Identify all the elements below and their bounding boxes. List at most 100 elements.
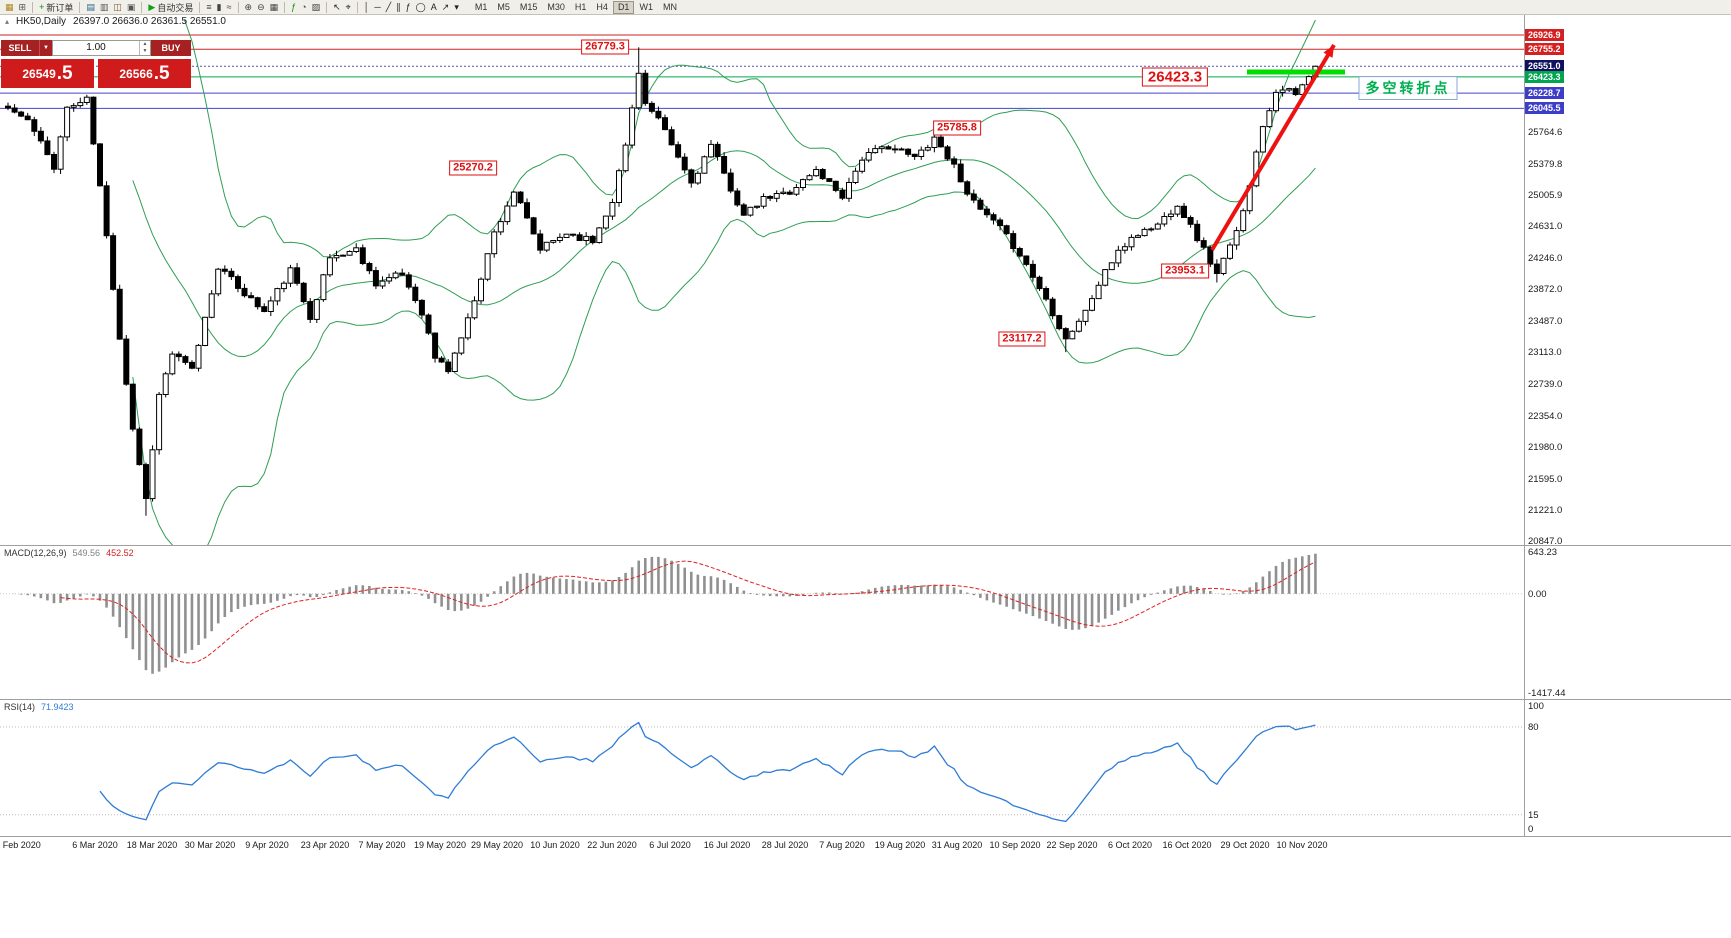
macd-axis-label: 643.23 (1528, 547, 1558, 558)
toolbar-separator (141, 1, 143, 13)
time-axis-label: 18 Mar 2020 (126, 840, 178, 850)
new-order-button[interactable]: + 新订单 (37, 1, 75, 14)
new-chart-icon[interactable]: ⊞ (17, 1, 29, 14)
timeframe-h4[interactable]: H4 (596, 2, 608, 12)
time-axis-label: 10 Nov 2020 (1276, 840, 1328, 850)
sell-button[interactable]: SELL (1, 40, 39, 56)
panel-separator[interactable] (0, 699, 1731, 700)
toolbar-separator (199, 1, 201, 13)
terminal-icon[interactable]: ▣ (125, 1, 138, 14)
vertical-line-icon-glyph: │ (363, 1, 370, 12)
periods-icon[interactable]: ◔ (299, 1, 308, 14)
text-icon[interactable]: A (429, 1, 439, 14)
time-axis-label: 16 Jul 2020 (703, 840, 751, 850)
main-price-chart[interactable] (0, 20, 1524, 545)
time-axis-label: 6 Mar 2020 (72, 840, 118, 850)
price-annotation[interactable]: 26779.3 (581, 39, 629, 55)
price-axis-border (1524, 15, 1525, 836)
buy-price-button[interactable]: 26566 .5 (98, 59, 191, 88)
time-axis-label: 19 Aug 2020 (874, 840, 926, 850)
arrow-tools-icon[interactable]: ↗ (440, 1, 452, 14)
chart-title: ▴ HK50,Daily 26397.0 26636.0 26361.5 265… (5, 16, 226, 27)
rsi-name: RSI(14) (4, 702, 36, 712)
trendline-icon[interactable]: ╱ (384, 1, 393, 14)
templates-icon[interactable]: ▨ (310, 1, 323, 14)
bar-chart-icon-glyph: ≡ (206, 1, 212, 12)
cursor-icon-glyph: ↖ (333, 1, 341, 12)
bar-chart-icon[interactable]: ≡ (204, 1, 213, 14)
templates-icon-glyph: ▨ (311, 1, 321, 12)
rsi-axis-label: 15 (1528, 810, 1539, 821)
time-axis-separator (0, 836, 1731, 837)
price-annotation[interactable]: 23117.2 (998, 331, 1046, 347)
price-axis-label: 25005.9 (1528, 190, 1563, 201)
timeframe-m5[interactable]: M5 (497, 2, 510, 12)
data-window-icon[interactable]: ▥ (98, 1, 111, 14)
price-axis-label: 25379.8 (1528, 159, 1563, 170)
market-watch-icon[interactable]: ▤ (84, 1, 97, 14)
toolbar-separator (284, 1, 286, 13)
fibonacci-icon[interactable]: ƒ (404, 1, 413, 14)
time-axis-label: 23 Apr 2020 (300, 840, 350, 850)
horizontal-line-icon[interactable]: ─ (372, 1, 382, 14)
auto-trading-button[interactable]: ▶ 自动交易 (146, 1, 195, 14)
buy-button[interactable]: BUY (151, 40, 191, 56)
chart-symbol-icon: ▴ (5, 17, 10, 26)
timeframe-m30[interactable]: M30 (547, 2, 565, 12)
timeframe-w1[interactable]: W1 (639, 2, 653, 12)
volume-step-down-icon[interactable]: ▼ (142, 48, 148, 54)
fibonacci-icon-glyph: ƒ (405, 1, 411, 12)
volume-step-up-icon[interactable]: ▲ (142, 41, 148, 47)
price-axis-label: 25764.6 (1528, 127, 1563, 138)
time-axis-label: 22 Sep 2020 (1046, 840, 1098, 850)
turning-point-label[interactable]: 多空转折点 (1358, 76, 1458, 100)
sell-dropdown-icon[interactable]: ▼ (39, 40, 52, 56)
buy-price-main: 26566 (119, 66, 153, 81)
price-axis-label: 24631.0 (1528, 221, 1563, 232)
timeframe-mn[interactable]: MN (662, 2, 677, 12)
line-chart-icon[interactable]: ≈ (225, 1, 234, 14)
price-annotation[interactable]: 26423.3 (1141, 67, 1209, 87)
price-annotation[interactable]: 25270.2 (449, 160, 497, 176)
chart-symbol-period: HK50,Daily (16, 16, 67, 27)
cursor-icon[interactable]: ↖ (331, 1, 343, 14)
price-annotation[interactable]: 25785.8 (933, 120, 981, 136)
timeframe-h1[interactable]: H1 (574, 2, 587, 12)
indicators-icon-glyph: ƒ (291, 1, 297, 12)
crosshair-icon[interactable]: ⌖ (344, 1, 353, 14)
sell-price-main: 26549 (22, 66, 56, 81)
time-axis-label: 10 Sep 2020 (989, 840, 1041, 850)
vertical-line-icon[interactable]: │ (362, 1, 372, 14)
trade-price-row: 26549 .5 26566 .5 (1, 59, 191, 88)
panel-separator[interactable] (0, 545, 1731, 546)
timeframe-m15[interactable]: M15 (519, 2, 538, 12)
volume-field[interactable]: 1.00 ▲ ▼ (52, 40, 151, 56)
volume-value[interactable]: 1.00 (86, 42, 106, 53)
price-axis-label: 22354.0 (1528, 411, 1563, 422)
timeframe-m1[interactable]: M1 (474, 2, 488, 12)
time-axis-label: 7 Aug 2020 (819, 840, 865, 850)
tile-windows-icon[interactable]: ▦ (268, 1, 281, 14)
zoom-in-icon-glyph: ⊕ (244, 1, 253, 12)
new-order-button-glyph: + (39, 1, 45, 12)
candlestick-chart-icon[interactable]: ▮ (215, 1, 224, 14)
time-axis-label: 6 Feb 2020 (0, 840, 41, 850)
charts-icon[interactable]: ▦ (3, 1, 16, 14)
time-axis-label: 22 Jun 2020 (587, 840, 637, 850)
rsi-axis-label: 80 (1528, 722, 1539, 733)
zoom-out-icon[interactable]: ⊖ (255, 1, 267, 14)
shapes-icon[interactable]: ◯ (414, 1, 428, 14)
timeframe-d1[interactable]: D1 (612, 0, 635, 14)
navigator-icon[interactable]: ◫ (111, 1, 124, 14)
more-tools-icon[interactable]: ▾ (452, 1, 461, 14)
macd-axis-label: -1417.44 (1528, 688, 1566, 699)
sell-price-button[interactable]: 26549 .5 (1, 59, 94, 88)
macd-indicator-panel[interactable] (0, 546, 1524, 699)
price-annotation[interactable]: 23953.1 (1161, 263, 1209, 279)
zoom-in-icon[interactable]: ⊕ (243, 1, 255, 14)
price-tag: 26228.7 (1525, 87, 1564, 99)
volume-stepper[interactable]: ▲ ▼ (139, 41, 150, 55)
indicators-icon[interactable]: ƒ (289, 1, 298, 14)
channel-icon[interactable]: ∥ (394, 1, 403, 14)
rsi-indicator-panel[interactable] (0, 700, 1524, 835)
